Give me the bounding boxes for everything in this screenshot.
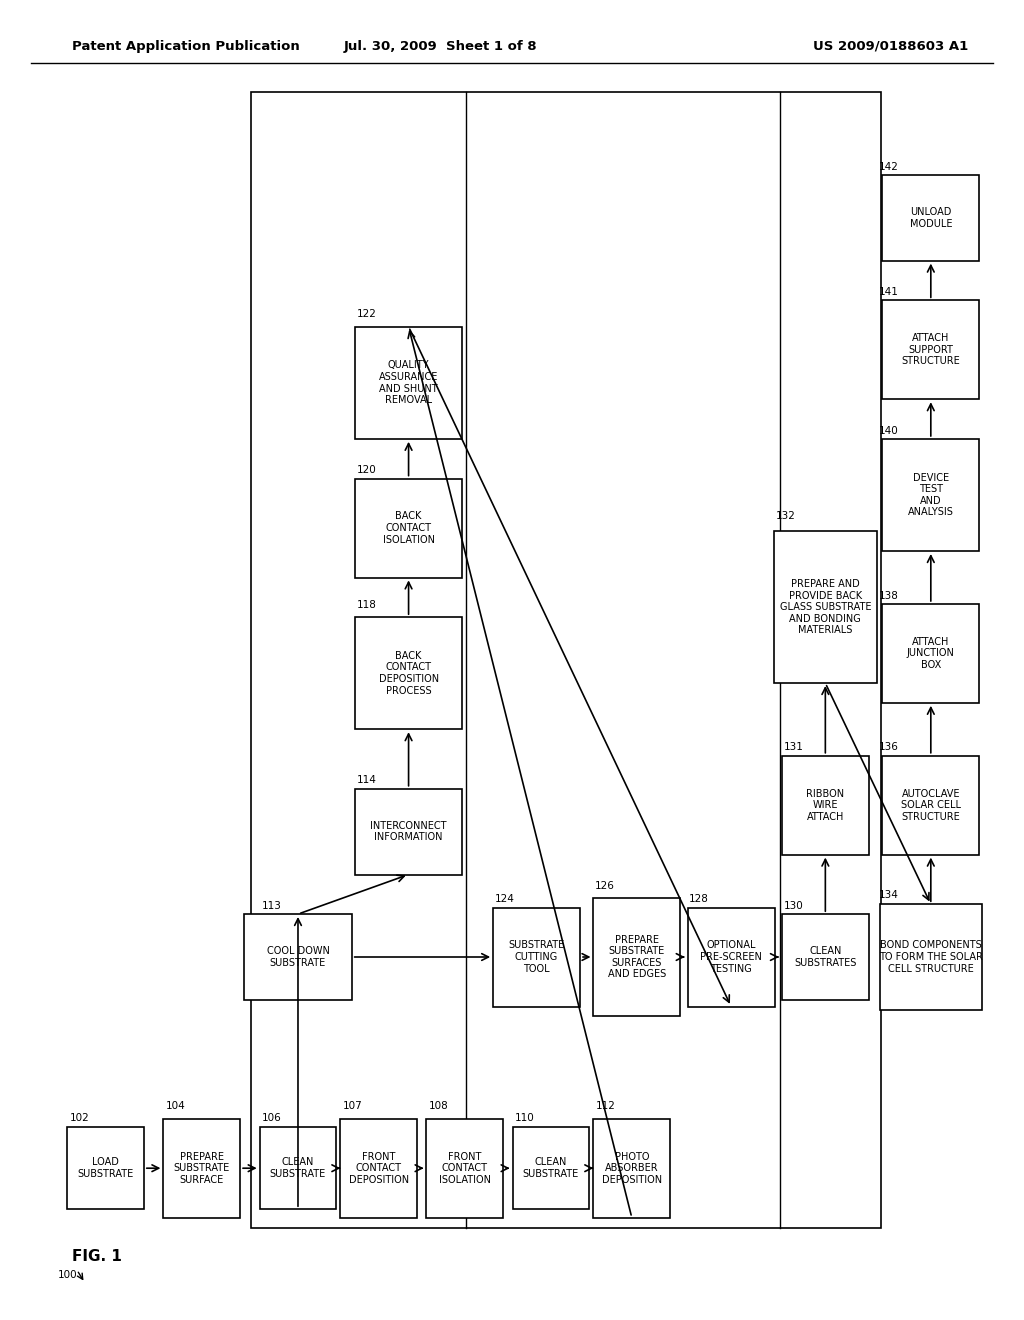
Text: 132: 132 bbox=[776, 511, 796, 521]
Bar bbox=[883, 300, 979, 399]
Text: 136: 136 bbox=[879, 742, 898, 752]
Text: COOL DOWN
SUBSTRATE: COOL DOWN SUBSTRATE bbox=[266, 946, 330, 968]
Text: FIG. 1: FIG. 1 bbox=[72, 1249, 122, 1265]
Text: BACK
CONTACT
DEPOSITION
PROCESS: BACK CONTACT DEPOSITION PROCESS bbox=[379, 651, 438, 696]
Text: QUALITY
ASSURANCE
AND SHUNT
REMOVAL: QUALITY ASSURANCE AND SHUNT REMOVAL bbox=[379, 360, 438, 405]
Text: 142: 142 bbox=[879, 161, 898, 172]
Text: 141: 141 bbox=[879, 286, 898, 297]
Text: 106: 106 bbox=[262, 1113, 282, 1123]
Text: PREPARE
SUBSTRATE
SURFACE: PREPARE SUBSTRATE SURFACE bbox=[174, 1151, 229, 1185]
Text: 108: 108 bbox=[429, 1101, 449, 1111]
Text: ATTACH
JUNCTION
BOX: ATTACH JUNCTION BOX bbox=[907, 636, 954, 671]
Text: 110: 110 bbox=[515, 1113, 535, 1123]
Bar bbox=[494, 908, 580, 1006]
Text: 138: 138 bbox=[879, 590, 898, 601]
Bar bbox=[594, 898, 680, 1016]
Text: ATTACH
SUPPORT
STRUCTURE: ATTACH SUPPORT STRUCTURE bbox=[901, 333, 961, 367]
Text: 102: 102 bbox=[70, 1113, 89, 1123]
Text: SUBSTRATE
CUTTING
TOOL: SUBSTRATE CUTTING TOOL bbox=[509, 940, 564, 974]
Bar bbox=[251, 92, 881, 1228]
Text: 131: 131 bbox=[783, 742, 803, 752]
Bar bbox=[355, 618, 463, 729]
Bar bbox=[774, 531, 877, 682]
Text: 140: 140 bbox=[879, 425, 898, 436]
Text: UNLOAD
MODULE: UNLOAD MODULE bbox=[909, 207, 952, 228]
Bar bbox=[244, 913, 352, 1001]
Text: DEVICE
TEST
AND
ANALYSIS: DEVICE TEST AND ANALYSIS bbox=[908, 473, 953, 517]
Text: PREPARE
SUBSTRATE
SURFACES
AND EDGES: PREPARE SUBSTRATE SURFACES AND EDGES bbox=[608, 935, 666, 979]
Text: OPTIONAL
PRE-SCREEN
TESTING: OPTIONAL PRE-SCREEN TESTING bbox=[700, 940, 762, 974]
Text: AUTOCLAVE
SOLAR CELL
STRUCTURE: AUTOCLAVE SOLAR CELL STRUCTURE bbox=[901, 788, 961, 822]
Text: Jul. 30, 2009  Sheet 1 of 8: Jul. 30, 2009 Sheet 1 of 8 bbox=[343, 40, 538, 53]
Text: 122: 122 bbox=[356, 309, 376, 319]
Text: LOAD
SUBSTRATE: LOAD SUBSTRATE bbox=[78, 1158, 133, 1179]
Text: 100: 100 bbox=[57, 1270, 77, 1280]
Text: Patent Application Publication: Patent Application Publication bbox=[72, 40, 299, 53]
Bar bbox=[883, 605, 979, 702]
Bar bbox=[883, 438, 979, 552]
Text: 128: 128 bbox=[689, 894, 709, 904]
Bar bbox=[594, 1119, 670, 1217]
Text: US 2009/0188603 A1: US 2009/0188603 A1 bbox=[813, 40, 969, 53]
Bar bbox=[355, 788, 463, 874]
Bar bbox=[782, 913, 868, 1001]
Bar bbox=[513, 1127, 590, 1209]
Text: CLEAN
SUBSTRATE: CLEAN SUBSTRATE bbox=[523, 1158, 579, 1179]
Bar bbox=[880, 904, 982, 1010]
Bar bbox=[355, 479, 463, 578]
Text: 130: 130 bbox=[783, 900, 803, 911]
Text: 134: 134 bbox=[879, 890, 898, 900]
Text: FRONT
CONTACT
ISOLATION: FRONT CONTACT ISOLATION bbox=[439, 1151, 490, 1185]
Text: FRONT
CONTACT
DEPOSITION: FRONT CONTACT DEPOSITION bbox=[349, 1151, 409, 1185]
Text: RIBBON
WIRE
ATTACH: RIBBON WIRE ATTACH bbox=[806, 788, 845, 822]
Bar bbox=[340, 1119, 418, 1217]
Text: 107: 107 bbox=[343, 1101, 362, 1111]
Bar bbox=[164, 1119, 240, 1217]
Text: CLEAN
SUBSTRATES: CLEAN SUBSTRATES bbox=[795, 946, 856, 968]
Bar bbox=[68, 1127, 143, 1209]
Text: 120: 120 bbox=[356, 465, 376, 475]
Text: 124: 124 bbox=[495, 894, 514, 904]
Text: PREPARE AND
PROVIDE BACK
GLASS SUBSTRATE
AND BONDING
MATERIALS: PREPARE AND PROVIDE BACK GLASS SUBSTRATE… bbox=[779, 579, 871, 635]
Bar bbox=[883, 176, 979, 261]
Bar bbox=[427, 1119, 504, 1217]
Text: 112: 112 bbox=[596, 1101, 615, 1111]
Bar bbox=[688, 908, 774, 1006]
Text: 114: 114 bbox=[356, 775, 376, 785]
Text: 126: 126 bbox=[595, 880, 614, 891]
Text: BACK
CONTACT
ISOLATION: BACK CONTACT ISOLATION bbox=[383, 511, 434, 545]
Bar bbox=[355, 327, 463, 438]
Bar bbox=[260, 1127, 336, 1209]
Bar bbox=[782, 755, 868, 855]
Text: BOND COMPONENTS
TO FORM THE SOLAR
CELL STRUCTURE: BOND COMPONENTS TO FORM THE SOLAR CELL S… bbox=[879, 940, 983, 974]
Text: 113: 113 bbox=[262, 900, 282, 911]
Text: INTERCONNECT
INFORMATION: INTERCONNECT INFORMATION bbox=[371, 821, 446, 842]
Text: PHOTO
ABSORBER
DEPOSITION: PHOTO ABSORBER DEPOSITION bbox=[602, 1151, 662, 1185]
Text: 104: 104 bbox=[166, 1101, 185, 1111]
Text: 118: 118 bbox=[356, 599, 376, 610]
Bar bbox=[883, 755, 979, 855]
Text: CLEAN
SUBSTRATE: CLEAN SUBSTRATE bbox=[270, 1158, 326, 1179]
